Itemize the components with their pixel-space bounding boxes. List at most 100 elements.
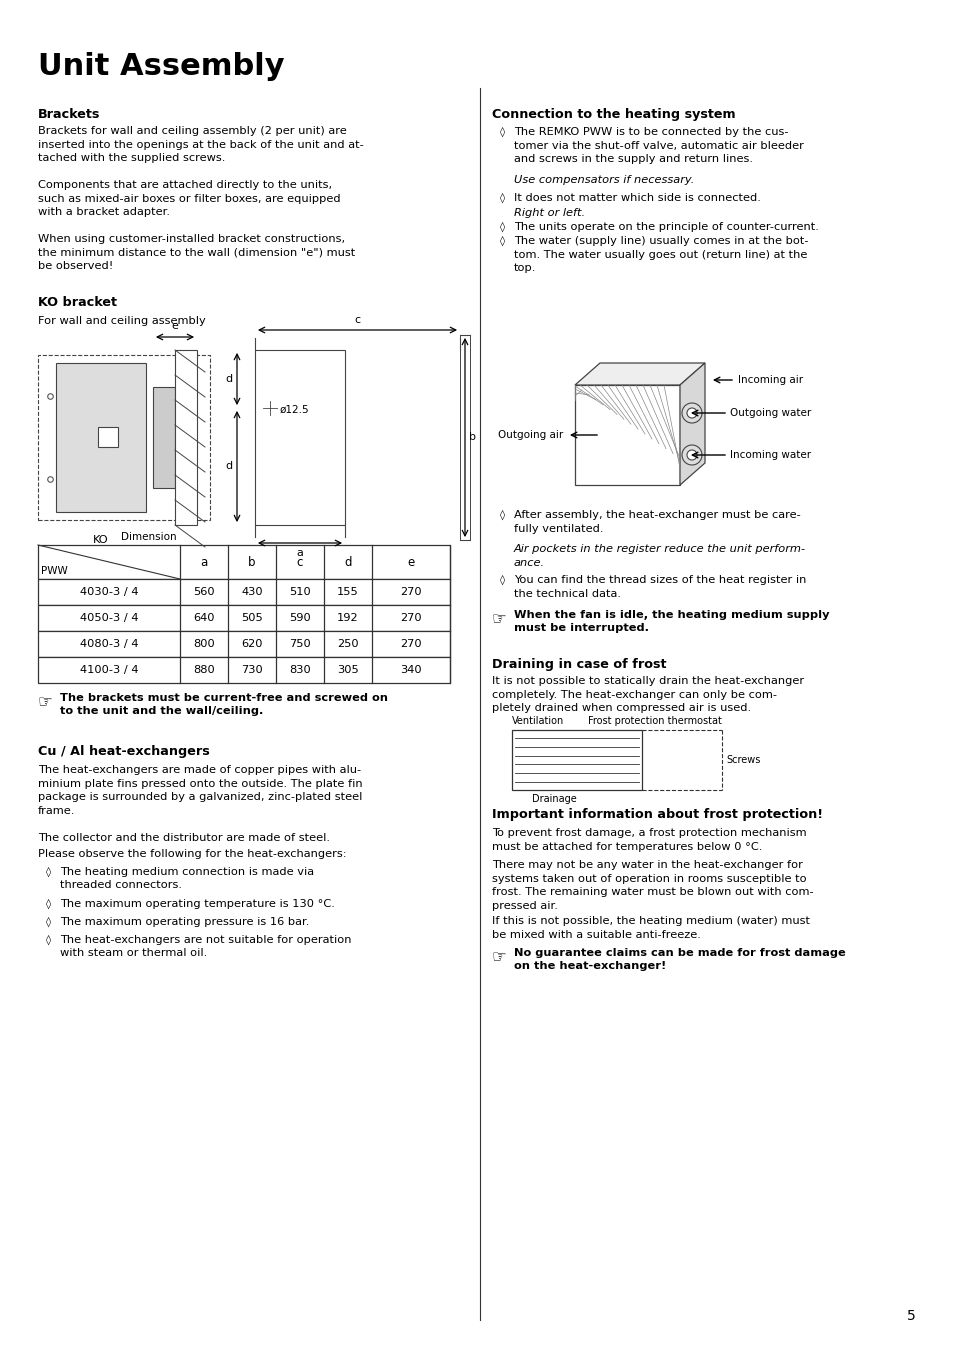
Text: There may not be any water in the heat-exchanger for
systems taken out of operat: There may not be any water in the heat-e… xyxy=(492,861,813,911)
Text: For wall and ceiling assembly: For wall and ceiling assembly xyxy=(38,316,206,326)
Text: The units operate on the principle of counter-current.: The units operate on the principle of co… xyxy=(514,222,818,232)
Bar xyxy=(459,335,470,540)
Text: 560: 560 xyxy=(193,586,214,597)
Text: The brackets must be current-free and screwed on
to the unit and the wall/ceilin: The brackets must be current-free and sc… xyxy=(60,693,388,716)
Text: When the fan is idle, the heating medium supply
must be interrupted.: When the fan is idle, the heating medium… xyxy=(514,611,828,634)
Text: The heating medium connection is made via
threaded connectors.: The heating medium connection is made vi… xyxy=(60,867,314,890)
Text: The heat-exchangers are made of copper pipes with alu-
minium plate fins pressed: The heat-exchangers are made of copper p… xyxy=(38,765,362,816)
Text: 250: 250 xyxy=(336,639,358,648)
Bar xyxy=(38,631,450,657)
Text: 4030-3 / 4: 4030-3 / 4 xyxy=(80,586,138,597)
Text: 505: 505 xyxy=(241,613,263,623)
Text: Components that are attached directly to the units,
such as mixed-air boxes or f: Components that are attached directly to… xyxy=(38,180,340,218)
Text: Draining in case of frost: Draining in case of frost xyxy=(492,658,666,671)
Text: The water (supply line) usually comes in at the bot-
tom. The water usually goes: The water (supply line) usually comes in… xyxy=(514,236,807,273)
Text: b: b xyxy=(248,555,255,569)
Circle shape xyxy=(686,450,697,459)
Text: ø12.5: ø12.5 xyxy=(280,405,310,415)
Text: b: b xyxy=(469,432,476,442)
Text: PWW: PWW xyxy=(41,566,68,576)
Bar xyxy=(38,355,210,520)
Text: 270: 270 xyxy=(399,639,421,648)
Text: You can find the thread sizes of the heat register in
the technical data.: You can find the thread sizes of the hea… xyxy=(514,576,805,598)
Text: Screws: Screws xyxy=(725,755,760,765)
Text: Use compensators if necessary.: Use compensators if necessary. xyxy=(514,176,694,185)
Text: c: c xyxy=(296,555,303,569)
Text: Drainage: Drainage xyxy=(532,794,577,804)
Text: Frost protection thermostat: Frost protection thermostat xyxy=(587,716,721,725)
Text: Air pockets in the register reduce the unit perform-
ance.: Air pockets in the register reduce the u… xyxy=(514,544,805,567)
Text: 4080-3 / 4: 4080-3 / 4 xyxy=(80,639,138,648)
Text: a: a xyxy=(296,549,303,558)
Bar xyxy=(38,605,450,631)
Text: c: c xyxy=(354,315,359,326)
Text: The maximum operating pressure is 16 bar.: The maximum operating pressure is 16 bar… xyxy=(60,917,309,927)
Text: 340: 340 xyxy=(399,665,421,676)
Bar xyxy=(152,386,174,488)
Text: 800: 800 xyxy=(193,639,214,648)
Text: ☞: ☞ xyxy=(492,948,506,966)
Bar xyxy=(38,657,450,684)
Text: d: d xyxy=(344,555,352,569)
Text: 620: 620 xyxy=(241,639,262,648)
Text: The maximum operating temperature is 130 °C.: The maximum operating temperature is 130… xyxy=(60,898,335,909)
Text: 5: 5 xyxy=(906,1309,915,1323)
Text: It does not matter which side is connected.: It does not matter which side is connect… xyxy=(514,193,760,203)
Text: It is not possible to statically drain the heat-exchanger
completely. The heat-e: It is not possible to statically drain t… xyxy=(492,676,803,713)
Bar xyxy=(174,350,196,526)
Text: e: e xyxy=(407,555,415,569)
Text: d: d xyxy=(226,374,233,384)
Text: a: a xyxy=(200,555,208,569)
Text: ☞: ☞ xyxy=(492,611,506,628)
Text: When using customer-installed bracket constructions,
the minimum distance to the: When using customer-installed bracket co… xyxy=(38,234,355,272)
Text: ◊: ◊ xyxy=(46,898,51,909)
Text: 192: 192 xyxy=(336,613,358,623)
Text: If this is not possible, the heating medium (water) must
be mixed with a suitabl: If this is not possible, the heating med… xyxy=(492,916,809,939)
Text: ◊: ◊ xyxy=(46,917,51,927)
Text: ☞: ☞ xyxy=(38,693,52,711)
Bar xyxy=(38,580,450,605)
Text: Cu / Al heat-exchangers: Cu / Al heat-exchangers xyxy=(38,744,210,758)
Text: Dimension: Dimension xyxy=(121,532,177,542)
Text: The collector and the distributor are made of steel.: The collector and the distributor are ma… xyxy=(38,834,330,843)
Text: Incoming air: Incoming air xyxy=(738,376,802,385)
Text: Right or left.: Right or left. xyxy=(514,208,584,218)
Text: ◊: ◊ xyxy=(46,935,51,946)
Text: Brackets for wall and ceiling assembly (2 per unit) are
inserted into the openin: Brackets for wall and ceiling assembly (… xyxy=(38,126,363,163)
Text: 590: 590 xyxy=(289,613,311,623)
Text: Connection to the heating system: Connection to the heating system xyxy=(492,108,735,122)
Text: 4100-3 / 4: 4100-3 / 4 xyxy=(80,665,138,676)
Text: e: e xyxy=(172,322,178,331)
Text: 270: 270 xyxy=(399,613,421,623)
Text: 880: 880 xyxy=(193,665,214,676)
Text: 750: 750 xyxy=(289,639,311,648)
Text: Please observe the following for the heat-exchangers:: Please observe the following for the hea… xyxy=(38,848,346,859)
Text: d: d xyxy=(226,461,233,471)
Bar xyxy=(575,385,679,485)
Text: Important information about frost protection!: Important information about frost protec… xyxy=(492,808,822,821)
Text: The heat-exchangers are not suitable for operation
with steam or thermal oil.: The heat-exchangers are not suitable for… xyxy=(60,935,351,958)
Text: KO: KO xyxy=(92,535,109,544)
Text: ◊: ◊ xyxy=(46,867,51,877)
Circle shape xyxy=(681,403,701,423)
Text: No guarantee claims can be made for frost damage
on the heat-exchanger!: No guarantee claims can be made for fros… xyxy=(514,948,845,971)
Text: 270: 270 xyxy=(399,586,421,597)
Text: ◊: ◊ xyxy=(499,222,504,232)
Text: 430: 430 xyxy=(241,586,262,597)
Text: 155: 155 xyxy=(336,586,358,597)
Text: Incoming water: Incoming water xyxy=(729,450,810,459)
Text: After assembly, the heat-exchanger must be care-
fully ventilated.: After assembly, the heat-exchanger must … xyxy=(514,509,800,534)
Text: 305: 305 xyxy=(336,665,358,676)
Text: Outgoing air: Outgoing air xyxy=(497,430,562,440)
Polygon shape xyxy=(575,363,704,385)
Text: 510: 510 xyxy=(289,586,311,597)
Text: ◊: ◊ xyxy=(499,193,504,204)
Bar xyxy=(254,350,345,526)
Text: Brackets: Brackets xyxy=(38,108,100,122)
Circle shape xyxy=(681,444,701,465)
Bar xyxy=(98,427,118,447)
Text: The REMKO PWW is to be connected by the cus-
tomer via the shut-off valve, autom: The REMKO PWW is to be connected by the … xyxy=(514,127,803,165)
Text: ◊: ◊ xyxy=(499,236,504,246)
Bar xyxy=(38,544,450,580)
Text: 830: 830 xyxy=(289,665,311,676)
